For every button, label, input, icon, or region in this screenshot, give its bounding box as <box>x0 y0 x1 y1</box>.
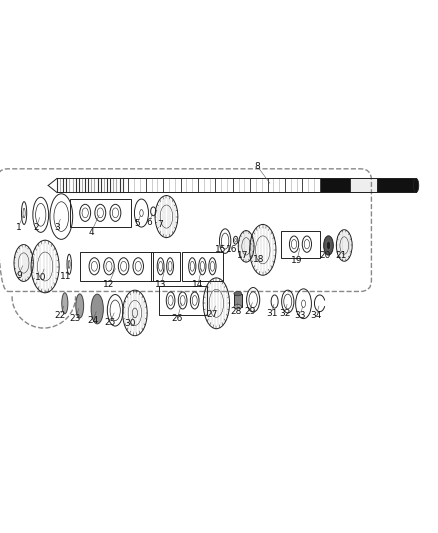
Bar <box>234 294 242 307</box>
Text: 22: 22 <box>55 311 66 320</box>
Text: 10: 10 <box>35 273 46 282</box>
Ellipse shape <box>326 241 331 250</box>
Text: 1: 1 <box>15 223 21 231</box>
Text: 12: 12 <box>103 279 114 288</box>
Ellipse shape <box>324 236 333 255</box>
Bar <box>151 252 180 280</box>
Text: 28: 28 <box>231 306 242 316</box>
Bar <box>80 252 153 280</box>
Ellipse shape <box>413 179 419 192</box>
Text: 13: 13 <box>155 279 167 288</box>
Text: 17: 17 <box>237 251 248 260</box>
Text: 30: 30 <box>125 319 136 328</box>
Ellipse shape <box>234 292 242 296</box>
Text: 24: 24 <box>87 316 99 325</box>
Bar <box>281 231 320 258</box>
Text: 33: 33 <box>294 311 306 320</box>
Ellipse shape <box>91 294 103 324</box>
Bar <box>159 286 207 314</box>
Text: 16: 16 <box>226 245 238 254</box>
Bar <box>350 179 377 192</box>
Bar <box>70 199 131 227</box>
Bar <box>320 179 350 192</box>
Bar <box>123 179 320 192</box>
Text: 8: 8 <box>254 162 261 171</box>
Bar <box>377 179 416 192</box>
Text: 31: 31 <box>266 309 277 318</box>
Text: 18: 18 <box>253 255 264 264</box>
Text: 19: 19 <box>291 256 303 265</box>
Text: 23: 23 <box>70 314 81 322</box>
Ellipse shape <box>76 294 84 318</box>
Text: 26: 26 <box>172 314 183 322</box>
Bar <box>182 252 223 280</box>
Text: 15: 15 <box>215 245 227 254</box>
Ellipse shape <box>62 293 68 314</box>
Text: 7: 7 <box>157 220 163 229</box>
Text: 3: 3 <box>54 223 60 232</box>
Ellipse shape <box>234 304 242 309</box>
Text: 20: 20 <box>319 252 331 261</box>
Text: 25: 25 <box>105 318 116 327</box>
Text: 27: 27 <box>207 310 218 319</box>
Text: 5: 5 <box>134 219 140 228</box>
Text: 32: 32 <box>279 309 290 318</box>
Text: 11: 11 <box>60 272 71 281</box>
Text: 34: 34 <box>311 311 322 320</box>
Text: 9: 9 <box>16 271 22 280</box>
Text: 6: 6 <box>146 218 152 227</box>
Text: 21: 21 <box>335 251 346 260</box>
Text: 14: 14 <box>192 279 204 288</box>
Text: 29: 29 <box>244 306 255 316</box>
Text: 2: 2 <box>33 223 39 232</box>
Text: 4: 4 <box>88 228 94 237</box>
